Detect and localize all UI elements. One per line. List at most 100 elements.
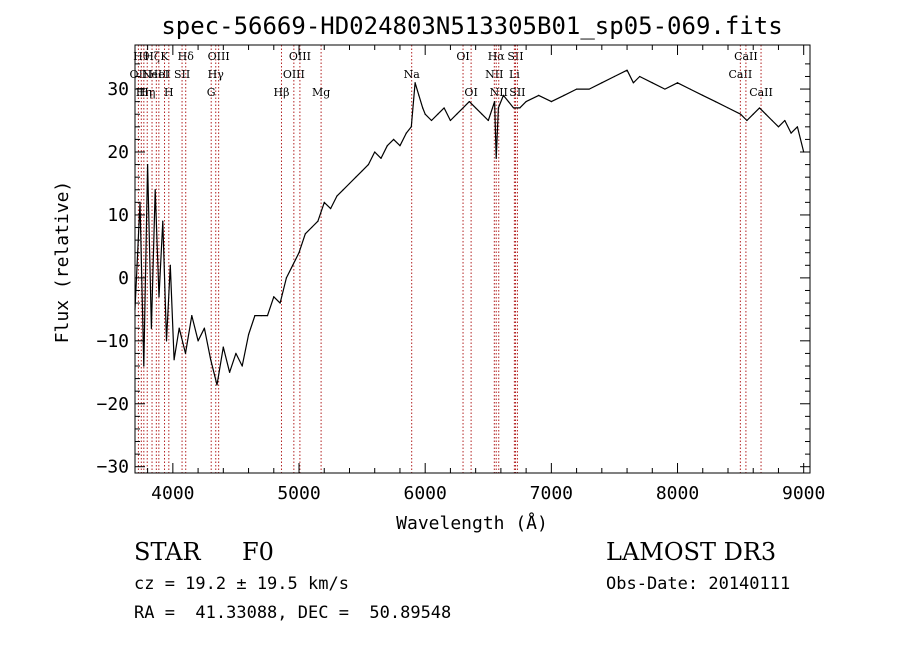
spectrum-point (298, 252, 300, 254)
spectrum-point (752, 113, 754, 115)
spectral-line-label: OIII (289, 50, 311, 63)
spectrum-point (689, 88, 691, 90)
spectral-line-label: Hβ (274, 86, 290, 99)
spectrum-point (475, 107, 477, 109)
spectrum-point (235, 352, 237, 355)
spectrum-point (393, 138, 395, 141)
spectrum-point (169, 264, 171, 266)
spectral-line-label: Hγ (208, 68, 225, 81)
y-tick-label: −20 (96, 394, 129, 415)
spectrum-point (714, 101, 716, 103)
spectrum-point (254, 315, 256, 317)
spectrum-point (575, 88, 578, 90)
spectral-line-label: H (164, 86, 174, 99)
object-subclass: F0 (242, 538, 274, 566)
spectrum-point (676, 82, 679, 84)
spectral-line-label: HeI (149, 68, 169, 81)
y-tick-label: 20 (107, 142, 129, 163)
spectrum-point (203, 327, 205, 329)
spectral-line-label: SII (509, 86, 525, 99)
spectrum-point (462, 107, 464, 109)
y-tick-label: −30 (96, 457, 129, 478)
spectrum-point (336, 195, 338, 197)
spectral-line-label: G (207, 86, 216, 99)
spectrum-point (241, 365, 243, 367)
spectrum-point (639, 75, 641, 78)
y-axis-label: Flux (relative) (52, 181, 73, 344)
spectral-line-label: Hη (139, 86, 155, 99)
spectrum-point (158, 296, 160, 298)
spectrum-point (449, 119, 452, 122)
spectral-line-label: Hδ (178, 50, 195, 63)
spectrum-point (765, 113, 767, 115)
spectrum-line (134, 69, 805, 386)
spectrum-point (210, 359, 212, 361)
spectral-line-label: OI (456, 50, 469, 63)
x-tick-label: 6000 (404, 483, 447, 504)
spectrum-point (216, 384, 218, 386)
x-tick-label: 7000 (530, 483, 573, 504)
spectral-line-label: OIII (208, 50, 230, 63)
spectrum-point (519, 107, 521, 109)
spectrum-point (386, 145, 388, 147)
chart-title: spec-56669-HD024803N513305B01_sp05-069.f… (161, 12, 782, 40)
spectrum-point (632, 82, 634, 84)
spectrum-point (563, 94, 565, 96)
spectral-line-label: SII (507, 50, 523, 63)
spectrum-point (399, 145, 401, 147)
spectrum-point (229, 371, 231, 373)
spectrum-point (285, 277, 288, 279)
spectrum-point (178, 327, 180, 329)
y-tick-label: 0 (118, 268, 129, 289)
spectrum-point (664, 88, 666, 90)
spectrum-point (512, 107, 515, 109)
spectrum-point (405, 132, 407, 134)
spectrum-point (443, 107, 445, 109)
spectrum-point (410, 126, 412, 128)
spectrum-point (437, 113, 439, 115)
spectrum-point (147, 163, 149, 166)
spectrum-point (191, 315, 193, 317)
spectral-line-label: Hα (488, 50, 506, 63)
spectrum-series (134, 69, 805, 386)
spectrum-point (380, 157, 382, 159)
spectral-line-label: Na (404, 68, 421, 81)
y-tick-label: 30 (107, 79, 129, 100)
spectrum-point (550, 101, 552, 103)
spectrum-point (414, 82, 416, 84)
spectrum-point (361, 170, 363, 172)
x-tick-label: 4000 (151, 483, 194, 504)
y-tick-label: 10 (107, 205, 129, 226)
spectral-line-label: Li (509, 68, 520, 81)
spectrum-point (538, 94, 540, 96)
spectrum-point (342, 189, 344, 191)
spectral-line-markers: OIIHθHηHηHζNeIIIHeIKHSIIHδGHγOIIIHβOIIIO… (130, 45, 773, 473)
spectrum-point (702, 94, 704, 96)
plot-frame (134, 44, 811, 474)
spectral-line-label: SII (174, 68, 190, 81)
spectrum-point (304, 233, 306, 235)
spectrum-point (740, 113, 742, 115)
spectrum-point (173, 359, 175, 361)
spectral-line-label: CaII (734, 50, 758, 63)
spectrum-point (430, 119, 433, 122)
spectral-line-label: Hζ (144, 50, 160, 63)
spectrum-point (184, 352, 187, 355)
spectrum-point (626, 69, 628, 71)
spectrum-point (507, 101, 510, 103)
spectrum-point (495, 157, 497, 159)
spectrum-point (784, 119, 786, 122)
spectrum-point (279, 302, 281, 304)
spectrum-point (601, 82, 603, 84)
spectral-line-label: OII (130, 68, 148, 81)
spectral-line-label: OIII (283, 68, 305, 81)
spectral-line-label: CaII (729, 68, 753, 81)
spectral-line-label: Hθ (133, 50, 150, 63)
spectrum-point (796, 126, 798, 128)
spectrum-point (588, 88, 590, 90)
spectral-line-label: NeIII (142, 68, 171, 81)
spectrum-point (456, 113, 458, 115)
spectrum-point (266, 315, 269, 317)
spectrum-point (651, 82, 653, 84)
